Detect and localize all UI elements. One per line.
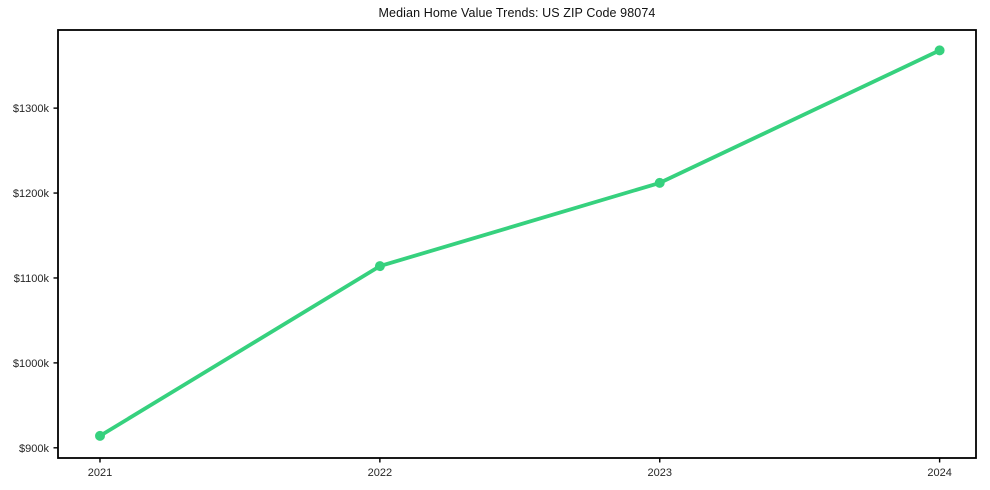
y-tick-label: $1300k <box>13 103 50 115</box>
y-tick-label: $1200k <box>13 188 50 200</box>
y-axis-tick-labels: $900k $1000k $1100k $1200k $1300k <box>13 103 50 455</box>
series-line <box>98 48 942 438</box>
data-point-markers <box>95 45 945 441</box>
x-tick-label: 2024 <box>927 467 951 479</box>
data-point-2021 <box>95 430 105 441</box>
data-point-2022 <box>374 261 385 272</box>
x-tick-label: 2021 <box>88 467 112 479</box>
y-tick-label: $1100k <box>14 273 50 285</box>
y-tick-label: $1000k <box>13 358 50 370</box>
y-tick-label: $900k <box>19 443 49 455</box>
data-point-2023 <box>654 177 665 188</box>
x-axis-tick-labels: 2021 2022 2023 2024 <box>88 467 952 479</box>
data-point-2024 <box>934 45 945 56</box>
y-axis-ticks <box>53 107 58 449</box>
plot-border <box>57 29 977 459</box>
x-axis-ticks <box>99 458 941 463</box>
chart-title: Median Home Value Trends: US ZIP Code 98… <box>378 6 656 20</box>
x-tick-label: 2022 <box>368 467 392 479</box>
x-tick-label: 2023 <box>647 467 671 479</box>
